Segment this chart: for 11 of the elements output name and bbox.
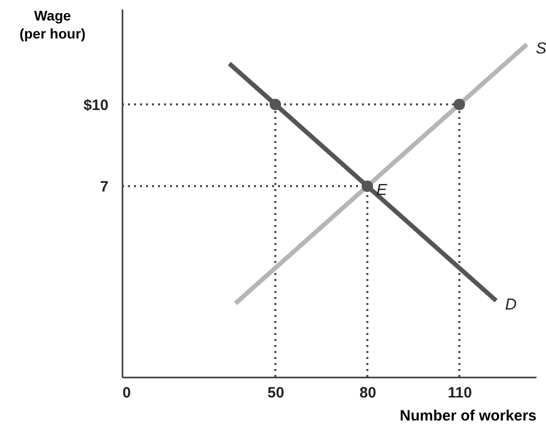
- x-axis-title: Number of workers: [400, 408, 536, 424]
- annotation: D: [505, 296, 518, 314]
- x-tick-label: 0: [122, 384, 131, 402]
- y-axis-title: Wage (per hour): [19, 8, 86, 42]
- y-tick-label: $10: [83, 96, 108, 114]
- x-tick-label: 80: [359, 384, 376, 402]
- annotation: E: [376, 182, 388, 200]
- annotation: S: [536, 40, 546, 58]
- x-tick-label: 50: [267, 384, 284, 402]
- y-tick-label: 7: [100, 178, 108, 196]
- x-tick-label: 110: [448, 384, 472, 402]
